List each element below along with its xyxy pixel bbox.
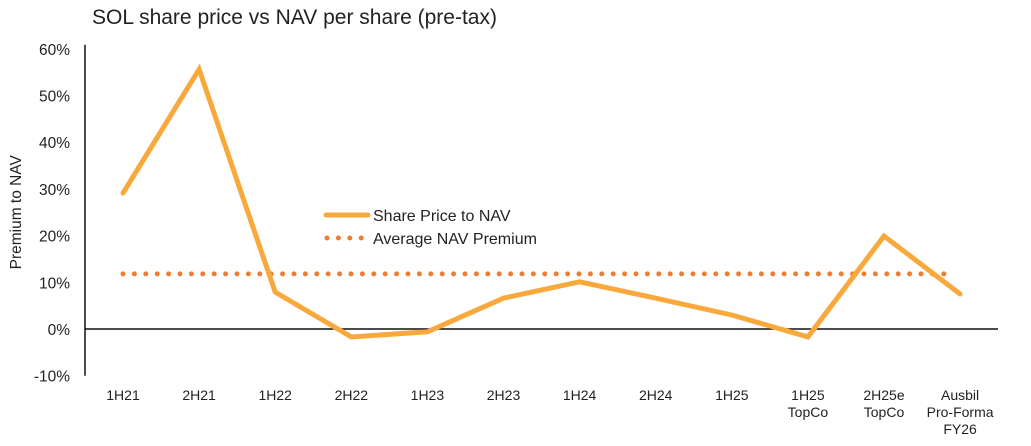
y-tick-label: 10% xyxy=(39,275,70,292)
chart-title: SOL share price vs NAV per share (pre-ta… xyxy=(92,6,497,29)
x-tick-label: 2H24 xyxy=(639,387,673,403)
x-tick-label: 2H22 xyxy=(335,387,369,403)
y-tick-label: 0% xyxy=(48,322,71,339)
x-tick-label: 1H25 xyxy=(715,387,749,403)
x-tick-label: 1H23 xyxy=(411,387,445,403)
x-tick-label: Ausbil xyxy=(941,387,979,403)
y-tick-label: 20% xyxy=(39,229,70,246)
x-tick-label: 2H23 xyxy=(487,387,521,403)
legend-label-share-price: Share Price to NAV xyxy=(373,208,511,225)
legend-label-average-nav: Average NAV Premium xyxy=(373,231,537,248)
series-line-share-price-to-nav xyxy=(120,63,963,340)
x-tick-label: 1H22 xyxy=(258,387,292,403)
y-tick-label: 40% xyxy=(39,135,70,152)
x-tick-label: 2H21 xyxy=(182,387,216,403)
y-tick-label: 60% xyxy=(39,42,70,59)
y-tick-label: -10% xyxy=(34,369,70,386)
x-tick-label: 1H21 xyxy=(106,387,140,403)
x-tick-label: FY26 xyxy=(943,421,977,437)
x-tick-label: Pro-Forma xyxy=(927,404,994,420)
y-tick-label: 30% xyxy=(39,182,70,199)
y-tick-label: 50% xyxy=(39,89,70,106)
x-tick-label: TopCo xyxy=(788,404,829,420)
x-tick-label: 2H25e xyxy=(863,387,904,403)
x-tick-label: TopCo xyxy=(864,404,905,420)
x-tick-label: 1H24 xyxy=(563,387,597,403)
y-axis-label: Premium to NAV xyxy=(8,154,25,269)
x-tick-label: 1H25 xyxy=(791,387,825,403)
